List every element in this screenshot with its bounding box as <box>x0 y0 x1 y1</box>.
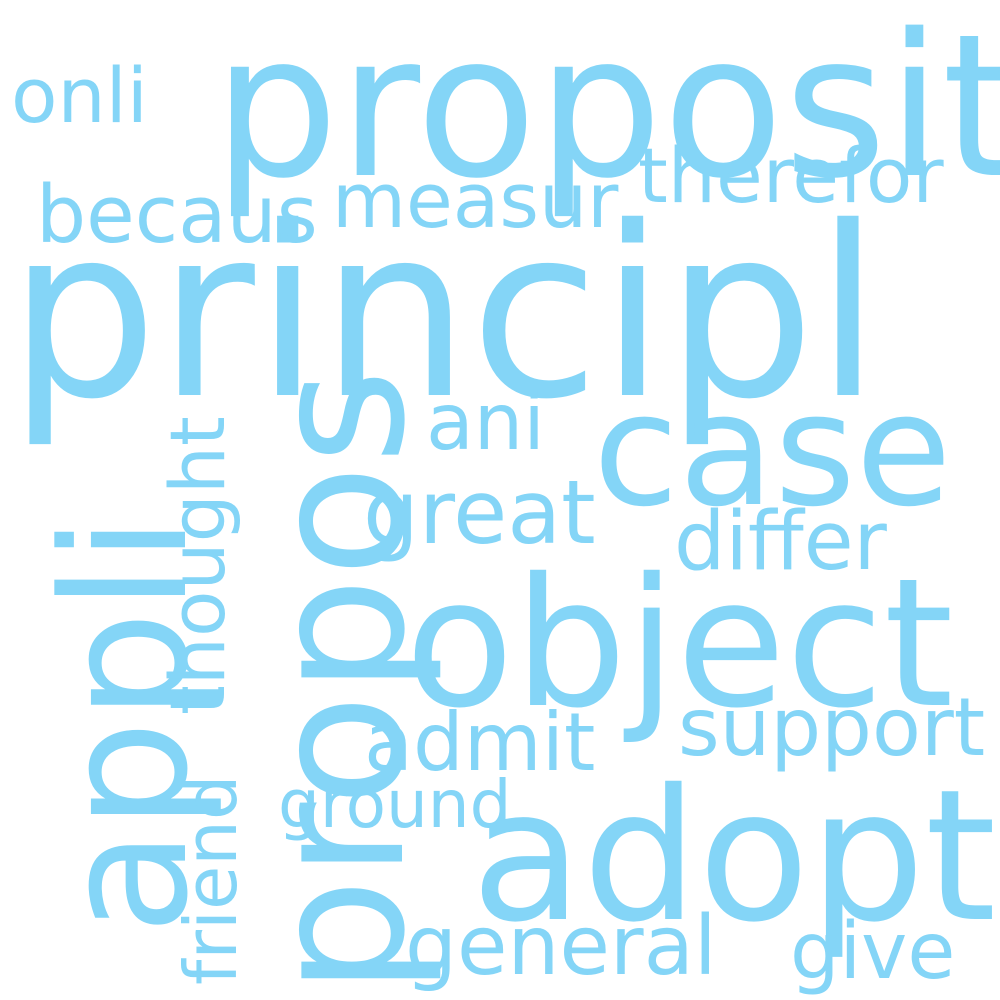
word-becaus: becaus <box>36 169 318 261</box>
word-differ: differ <box>674 495 887 589</box>
word-general: general <box>405 899 717 994</box>
word-support: support <box>678 681 986 774</box>
word-case: case <box>593 359 952 541</box>
word-adopt: adopt <box>471 750 997 962</box>
word-onli: onli <box>11 51 148 140</box>
word-measur: measur <box>332 156 619 245</box>
word-principl: principl <box>8 176 881 451</box>
word-great: great <box>363 461 596 564</box>
word-propos: propos <box>232 368 446 995</box>
word-friend: friend <box>169 774 253 985</box>
word-therefor: therefor <box>638 131 944 220</box>
word-give: give <box>790 907 956 997</box>
word-thought: thought <box>153 416 242 715</box>
word-ani: ani <box>426 378 545 468</box>
word-object: object <box>405 540 954 747</box>
word-proposit: proposit <box>213 0 1000 222</box>
word-admit: admit <box>364 696 596 789</box>
word-ground: ground <box>278 766 512 843</box>
